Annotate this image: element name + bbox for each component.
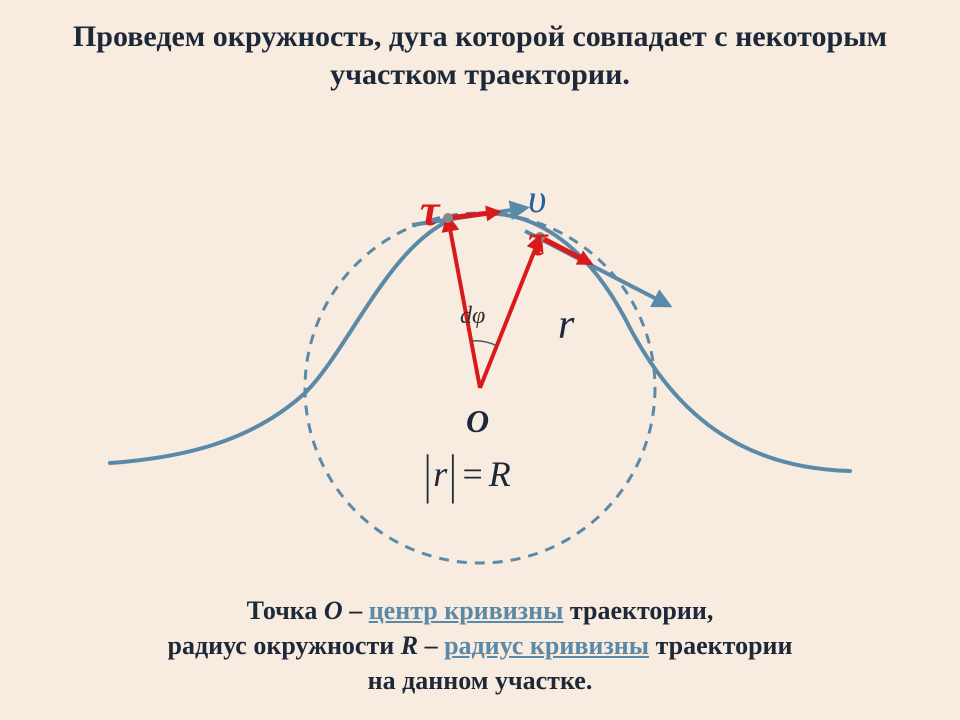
footer-R: R	[401, 631, 418, 660]
slide-container: Проведем окружность, дуга которой совпад…	[0, 0, 960, 720]
footer-l1-mid: –	[343, 596, 369, 625]
label-tau2: τ	[528, 215, 548, 266]
footer-l1-pre: Точка	[247, 596, 324, 625]
footer-l2-pre: радиус окружности	[168, 631, 401, 660]
diagram-area: υττrOdφ|r|=R	[0, 103, 960, 593]
footer-l2-u: радиус кривизны	[444, 631, 649, 660]
footer-l2-mid: –	[418, 631, 444, 660]
label-r: r	[558, 301, 574, 349]
footer-O: O	[324, 596, 343, 625]
footer-text: Точка O – центр кривизны траектории, рад…	[0, 593, 960, 720]
label-equation: |r|=R	[424, 453, 511, 495]
label-dphi: dφ	[460, 303, 485, 330]
label-O: O	[466, 403, 489, 440]
footer-l1-u: центр кривизны	[369, 596, 564, 625]
title-text: Проведем окружность, дуга которой совпад…	[0, 0, 960, 103]
label-tau1: τ	[420, 185, 440, 236]
footer-l1-post: траектории,	[563, 596, 713, 625]
footer-l3: на данном участке.	[368, 666, 593, 695]
footer-l2-post: траектории	[649, 631, 792, 660]
diagram-svg	[0, 103, 960, 573]
